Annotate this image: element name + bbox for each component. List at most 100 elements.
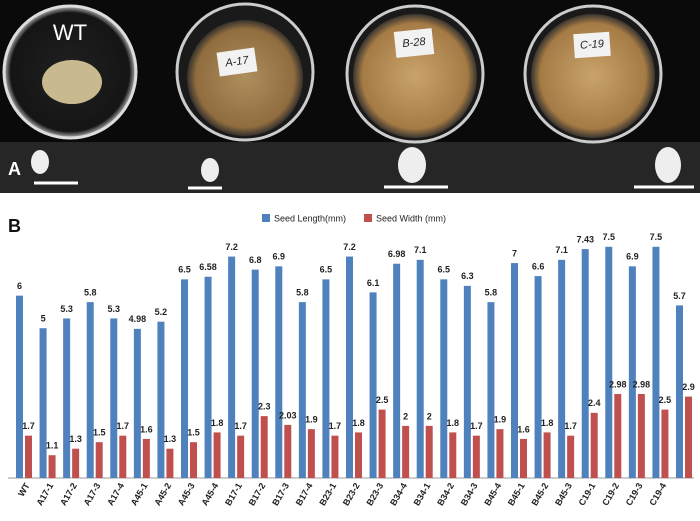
value-label: 6.9 [626,252,639,262]
value-label: 5.8 [485,288,498,298]
value-label: 1.3 [164,434,177,444]
bar [355,432,362,478]
value-label: 2.3 [258,402,271,412]
panel-label: A [8,159,21,179]
bar [190,442,197,478]
x-tick-label: A45-1 [129,481,150,507]
bar [331,435,339,478]
x-tick-label: B34-4 [388,481,409,507]
value-label: 7.1 [414,245,427,255]
value-label: 5 [41,314,46,324]
bar [496,429,504,478]
x-tick-label: C19-1 [577,481,598,507]
x-tick-label: B45-1 [506,481,527,507]
value-label: 7.1 [555,245,568,255]
value-label: 1.6 [140,424,153,434]
value-label: 7 [512,248,517,258]
bar [581,249,589,478]
value-label: 2.98 [609,379,627,389]
value-label: 2.5 [659,395,672,405]
bar [676,305,683,478]
x-tick-label: B23-3 [364,481,385,507]
value-label: 5.8 [84,288,97,298]
value-label: 2 [403,411,408,421]
bar [628,266,636,478]
x-tick-label: A45-2 [152,481,173,507]
bar [166,448,174,478]
value-label: 1.8 [211,418,224,428]
x-tick-label: C19-2 [600,481,621,507]
value-label: 5.8 [296,288,309,298]
value-label: 6.9 [273,252,286,262]
bar [652,246,660,478]
bar [72,448,80,478]
value-label: 1.7 [117,421,130,431]
value-label: 1.7 [564,421,577,431]
bar [567,435,575,478]
value-label: 5.3 [60,304,73,314]
photo: WT A-17 B-28 C-19 A [0,0,700,193]
bar [251,269,259,478]
bar [181,279,188,478]
seed [655,147,681,183]
bar [86,302,94,478]
x-tick-label: B23-1 [317,481,338,507]
x-tick-label: B45-2 [529,481,550,507]
value-label: 1.8 [447,418,460,428]
value-label: 1.8 [352,418,365,428]
bar [661,409,669,478]
bar [142,438,150,478]
bar [204,276,212,478]
bar [534,276,542,478]
bar [463,285,471,478]
bar [322,279,330,478]
bar [685,396,692,478]
value-label: 1.9 [305,415,318,425]
bar [110,318,118,478]
value-label: 5.7 [673,291,686,301]
seed [398,147,426,183]
value-label: 6.98 [388,249,406,259]
bar [440,279,448,478]
bar [95,442,103,478]
x-tick-label: WT [16,481,32,499]
bar [637,393,645,478]
bar [260,416,268,478]
x-tick-label: A17-2 [58,481,79,507]
value-label: 7.2 [343,242,356,252]
bar [213,432,221,478]
value-label: 1.1 [46,441,59,451]
x-tick-label: B17-1 [223,481,244,507]
dish-label: B-28 [402,36,427,50]
bar [520,438,527,478]
panel-label: B [8,216,21,236]
bar [228,256,236,478]
seed [201,158,219,182]
x-tick-label: B23-2 [341,481,362,507]
x-tick-label: B17-4 [294,481,315,507]
bar [543,432,551,478]
bar [16,295,23,478]
dish-label: A-17 [224,54,251,69]
value-label: 4.98 [129,314,147,324]
x-tick-label: B17-3 [270,481,291,507]
seed [31,150,49,174]
bar [39,328,47,478]
value-label: 6.8 [249,255,262,265]
bar [378,409,386,478]
x-tick-label: B34-2 [435,481,456,507]
bar [284,424,292,478]
value-label: 1.7 [470,421,483,431]
bar [416,259,424,478]
value-label: 6.5 [320,265,333,275]
value-label: 1.7 [234,421,247,431]
value-label: 2.9 [682,382,695,392]
value-label: 1.3 [69,434,82,444]
x-tick-label: A17-4 [105,481,126,507]
x-tick-label: A17-1 [34,481,55,507]
value-label: 2.4 [588,398,601,408]
x-tick-label: C19-4 [647,481,668,507]
bar [346,256,353,478]
legend-swatch [262,214,270,222]
